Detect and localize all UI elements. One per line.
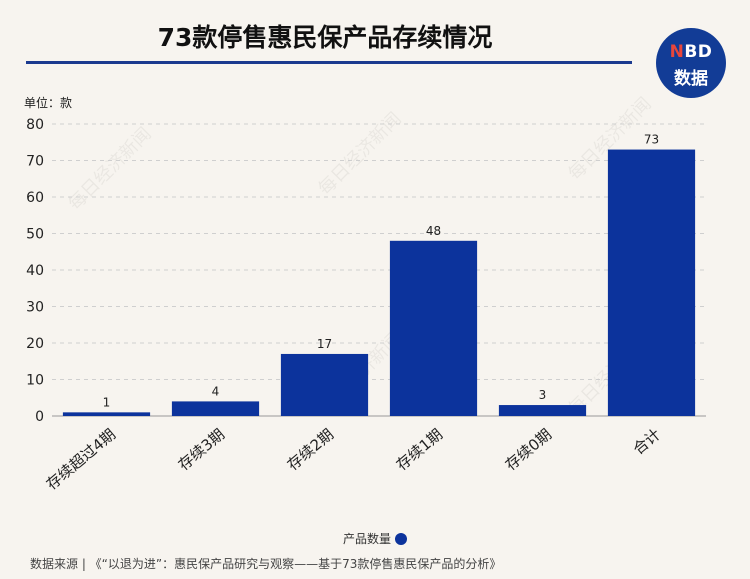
y-tick-label: 80 [26, 117, 44, 133]
y-tick-label: 40 [26, 263, 44, 279]
x-tick-label: 存续3期 [175, 425, 228, 474]
source-note: 数据来源 | 《“以退为进”：惠民保产品研究与观察——基于73款停售惠民保产品的… [30, 557, 502, 571]
y-tick-label: 20 [26, 336, 44, 352]
legend-swatch [395, 533, 407, 545]
unit-label: 单位：款 [24, 96, 73, 110]
logo-nbd-rest: BD [684, 42, 713, 62]
nbd-logo: NBD 数据 [656, 28, 726, 98]
bar [607, 149, 696, 417]
x-tick-label: 存续2期 [284, 425, 337, 474]
y-tick-label: 50 [26, 227, 44, 243]
bar [498, 405, 587, 416]
bar [389, 240, 478, 416]
legend-label: 产品数量 [342, 532, 391, 546]
logo-nbd-text: NBD [669, 42, 713, 62]
bar [280, 353, 369, 416]
x-tick-label: 存续1期 [393, 425, 446, 474]
bar [171, 401, 260, 416]
chart-title: 73款停售惠民保产品存续情况 [157, 23, 493, 52]
y-tick-label: 0 [35, 409, 44, 425]
x-tick-label: 合计 [630, 425, 665, 458]
x-tick-label: 存续0期 [502, 425, 555, 474]
data-label: 73 [644, 133, 659, 147]
x-tick-label: 存续超过4期 [43, 425, 119, 493]
data-label: 4 [212, 384, 220, 398]
data-label: 1 [103, 395, 111, 409]
data-label: 3 [539, 388, 547, 402]
y-tick-label: 30 [26, 300, 44, 316]
y-tick-label: 70 [26, 154, 44, 170]
legend: 产品数量 [0, 530, 750, 547]
data-label: 48 [426, 224, 441, 238]
logo-data-text: 数据 [674, 69, 708, 89]
bar [62, 412, 151, 416]
y-tick-label: 60 [26, 190, 44, 206]
y-tick-label: 10 [26, 373, 44, 389]
title-underline [26, 61, 632, 64]
data-label: 17 [317, 337, 332, 351]
